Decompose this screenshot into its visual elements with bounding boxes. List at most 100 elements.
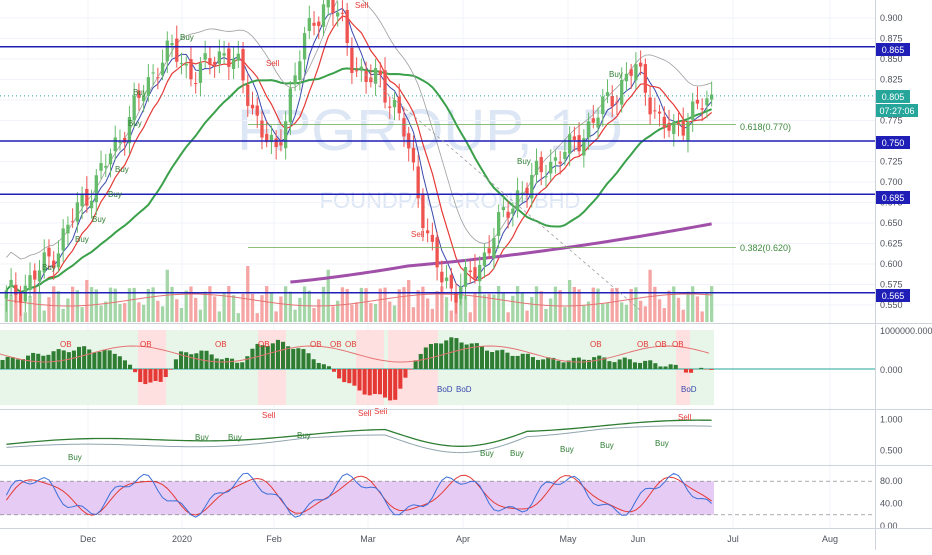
candle-body [5,290,8,298]
candle-body [506,212,509,218]
osc-bar [266,346,270,369]
osc-bar [378,369,382,394]
volume-bar [620,302,623,322]
volume-bar [426,299,429,322]
stoch-tick-label: 0.00 [880,521,898,531]
osc-bar [11,357,15,369]
volume-bar [705,293,708,322]
osc-bar [429,344,433,369]
candle-body [166,41,169,61]
volume-bar [85,280,88,322]
candle-body [577,135,580,151]
osc-bar [393,369,397,400]
volume-bar [312,308,315,322]
osc-bar [582,360,586,369]
candle-body [710,95,713,100]
candle-body [559,162,562,164]
buy-signal-label: Buy [180,33,194,42]
osc-bar [174,359,178,369]
osc-bar [669,364,673,369]
volume-bar [156,301,159,322]
candle-body [9,280,12,287]
osc-bar [347,369,351,383]
candle-body [478,265,481,281]
candle-body [237,54,240,61]
volume-bar [227,286,230,322]
osc-bar [245,356,249,369]
osc-tick-label: 1000000.000 [880,326,932,336]
candle-body [275,138,278,147]
price-tick-label: 0.600 [880,259,903,269]
ob-signal-label: OB [310,340,322,349]
candle-body [601,96,604,114]
volume-bar [483,295,486,322]
osc-bar [495,350,499,369]
candle-body [104,166,107,168]
volume-bar [596,289,599,322]
volume-bar [142,305,145,322]
volume-bar [123,303,126,322]
osc-bar [317,363,321,369]
volume-bar [544,309,547,322]
price-tick-label: 0.700 [880,177,903,187]
bod-signal-label: BoD [437,385,453,394]
volume-bar [246,266,249,322]
candle-body [151,72,154,73]
volume-bar [279,296,282,322]
osc-bar [500,350,504,369]
volume-bar [686,292,689,322]
ob-signal-label: OB [590,340,602,349]
candle-body [431,235,434,242]
volume-bar [256,313,259,322]
osc-bar [332,369,336,372]
osc-bar [572,358,576,369]
volume-bar [379,289,382,322]
osc-bar [322,364,326,369]
osc-bar [103,350,107,369]
candle-body [492,238,495,258]
osc-bar [541,359,545,369]
candle-body [696,100,699,104]
candle-body [421,193,424,228]
osc-bar [108,350,112,369]
volume-bar [298,298,301,322]
candle-body [185,64,188,66]
sell-signal-label: Sell [374,407,388,416]
candle-body [204,53,207,60]
candle-body [293,75,296,84]
candle-body [71,221,74,222]
candle-body [246,85,249,106]
buy-signal-label: Buy [517,157,531,166]
volume-bar [199,310,202,322]
volume-bar [222,293,225,322]
volume-bar [606,303,609,322]
volume-bar [540,291,543,322]
osc-bar [194,353,198,369]
osc-bar [113,354,117,369]
candle-body [199,63,202,83]
candle-body [308,18,311,31]
osc-bar [623,358,627,369]
buy-signal-label: Buy [92,215,106,224]
osc-bar [388,369,392,400]
osc-bar [26,356,30,369]
osc-bar [352,369,356,386]
price-tick-label: 0.575 [880,280,903,290]
osc-bar [526,354,530,369]
candle-body [563,152,566,159]
candle-body [232,59,235,69]
volume-bar [682,310,685,322]
candle-body [615,102,618,103]
candle-body [691,102,694,120]
candle-body [346,10,349,43]
time-tick-label: Jun [631,534,646,544]
candle-body [156,77,159,78]
candle-body [658,112,661,114]
candle-body [161,63,164,75]
price-tick-label: 0.725 [880,157,903,167]
osc-bar [689,369,693,373]
volume-bar [663,308,666,322]
volume-bar [265,286,268,322]
last-price-text: 0.805 [882,92,905,102]
osc-bar [342,369,346,382]
